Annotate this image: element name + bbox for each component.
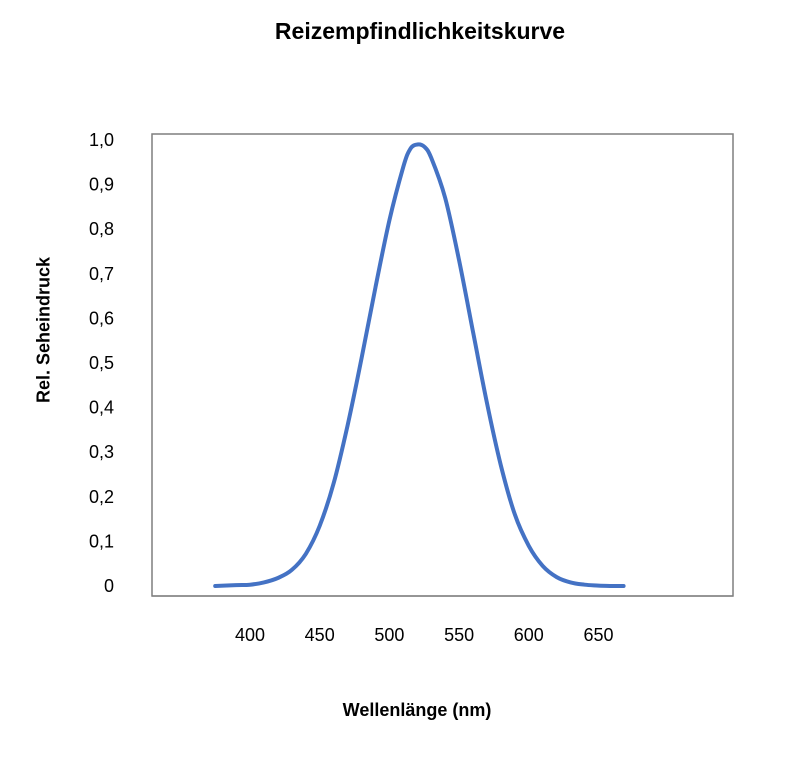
series-layer (213, 142, 626, 589)
chart-title: Reizempfindlichkeitskurve (274, 18, 566, 44)
y-tick-label: 0,7 (89, 264, 114, 284)
y-tick-label: 0,3 (89, 442, 114, 462)
plot-area-border (151, 133, 734, 597)
x-axis-ticks: 400 450 500 550 600 650 (235, 625, 614, 645)
y-tick-label: 0,6 (89, 308, 114, 328)
y-tick-label: 0,2 (89, 487, 114, 507)
series-line (213, 142, 626, 589)
y-tick-label: 0,4 (89, 398, 114, 418)
y-tick-label: 0,9 (89, 175, 114, 195)
x-tick-label: 650 (583, 625, 613, 645)
x-axis-label: Wellenlänge (nm) (342, 700, 492, 720)
x-tick-label: 400 (235, 625, 265, 645)
y-axis-ticks: 0 0,1 0,2 0,3 0,4 0,5 0,6 0,7 0,8 0,9 1,0 (89, 130, 114, 596)
x-tick-label: 450 (305, 625, 335, 645)
y-tick-label: 0,8 (89, 219, 114, 239)
x-tick-label: 600 (514, 625, 544, 645)
y-tick-label: 0,5 (89, 353, 114, 373)
y-tick-label: 1,0 (89, 130, 114, 150)
y-axis-label: Rel. Seheindruck (33, 256, 54, 404)
y-tick-label: 0,1 (89, 531, 114, 551)
x-tick-label: 550 (444, 625, 474, 645)
y-tick-label: 0 (104, 576, 114, 596)
x-tick-label: 500 (374, 625, 404, 645)
